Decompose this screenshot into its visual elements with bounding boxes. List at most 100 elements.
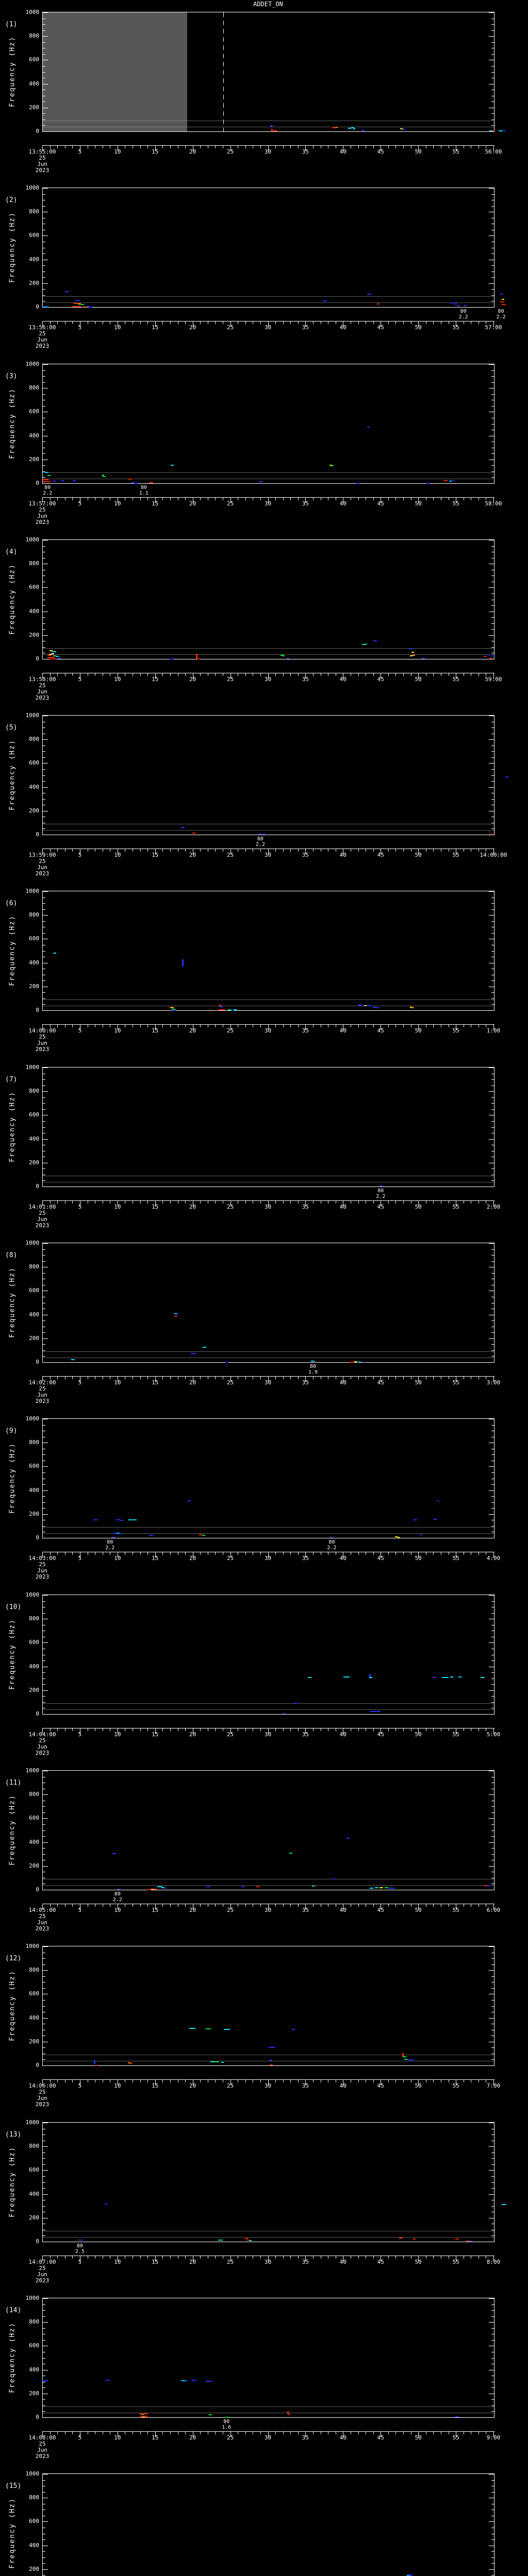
spectrogram-panel: (12) Frequency (Hz) 14:06:00 25 Jun 2023… bbox=[0, 1934, 528, 2110]
x-axis-tick bbox=[50, 673, 51, 676]
x-axis-tick bbox=[170, 1728, 171, 1731]
y-axis-tick bbox=[491, 1848, 494, 1849]
x-axis-tick bbox=[283, 1552, 284, 1555]
x-axis-tick bbox=[358, 849, 359, 852]
detection-point bbox=[189, 2028, 196, 2029]
detection-point bbox=[484, 1885, 487, 1886]
y-axis-tick bbox=[43, 587, 48, 588]
y-axis-tick bbox=[43, 1249, 45, 1250]
detection-point bbox=[287, 2411, 289, 2413]
y-axis-tick bbox=[43, 1139, 48, 1140]
panel-index-label: (13) bbox=[5, 2131, 22, 2139]
x-tick-label: 30 bbox=[264, 2259, 272, 2265]
y-axis-tick bbox=[43, 1946, 48, 1947]
detection-point bbox=[336, 127, 338, 128]
x-tick-label: 1:00 bbox=[486, 1027, 501, 1034]
x-axis-tick bbox=[395, 1904, 397, 1907]
x-axis-tick bbox=[358, 1552, 359, 1555]
detection-point bbox=[373, 1007, 376, 1008]
detection-point bbox=[154, 1889, 157, 1890]
x-tick-label: 35 bbox=[302, 2082, 309, 2089]
y-axis-tick bbox=[491, 2164, 494, 2165]
x-axis-tick bbox=[147, 2432, 148, 2434]
detection-point bbox=[369, 1677, 372, 1679]
x-axis-tick bbox=[140, 1728, 141, 1731]
y-axis-tick bbox=[43, 1812, 45, 1813]
x-tick-label: 15 bbox=[152, 500, 159, 507]
y-axis-tick bbox=[491, 575, 494, 577]
y-axis-tick bbox=[489, 2569, 494, 2570]
x-tick-label: 35 bbox=[302, 500, 309, 507]
x-tick-label: 40 bbox=[339, 2434, 346, 2441]
y-axis-tick bbox=[43, 1601, 45, 1602]
x-tick-label: 35 bbox=[302, 324, 309, 331]
x-axis-tick bbox=[290, 1552, 291, 1555]
detection-point bbox=[112, 1853, 117, 1854]
x-axis-tick bbox=[170, 2256, 171, 2259]
x-axis-tick bbox=[170, 1025, 171, 1027]
x-tick-label: 30 bbox=[264, 148, 272, 155]
spectrogram-panel: (4) Frequency (Hz) 13:58:00 25 Jun 2023 5… bbox=[0, 528, 528, 704]
y-axis-tick bbox=[489, 1970, 494, 1971]
y-axis-tick bbox=[43, 739, 48, 740]
y-axis-tick bbox=[491, 1425, 494, 1426]
x-axis-tick bbox=[215, 2080, 216, 2082]
x-axis-tick bbox=[50, 1904, 51, 1907]
y-axis-tick bbox=[489, 1466, 494, 1467]
x-axis-tick bbox=[245, 321, 246, 324]
detection-point bbox=[489, 130, 493, 131]
y-axis-tick bbox=[491, 745, 494, 746]
plot-box: 1. bbox=[42, 715, 508, 836]
x-axis-tick bbox=[313, 1552, 314, 1555]
x-tick-label: 5 bbox=[78, 2434, 82, 2441]
x-axis-tick bbox=[72, 1377, 73, 1379]
x-tick-label: 5 bbox=[78, 1379, 82, 1386]
plot-box bbox=[42, 1770, 494, 1890]
y-axis-tick bbox=[491, 1127, 494, 1128]
y-axis-tick bbox=[43, 903, 45, 904]
x-axis-tick bbox=[433, 146, 434, 148]
x-axis-tick bbox=[170, 321, 171, 324]
y-axis-tick bbox=[491, 828, 494, 829]
y-tick-label: 200 bbox=[29, 807, 39, 814]
y-axis-tick bbox=[43, 1425, 45, 1426]
x-axis-tick bbox=[373, 2256, 374, 2259]
x-axis-tick bbox=[418, 1201, 419, 1206]
y-axis-tick bbox=[491, 2358, 494, 2359]
y-axis-tick bbox=[43, 980, 45, 981]
y-axis-tick bbox=[491, 370, 494, 371]
x-axis-tick bbox=[493, 146, 494, 151]
y-axis-tick bbox=[43, 1273, 45, 1274]
x-axis-tick bbox=[162, 2080, 163, 2082]
x-tick-label: 50 bbox=[415, 500, 422, 507]
y-axis-tick bbox=[491, 2399, 494, 2400]
x-axis-tick bbox=[418, 1377, 419, 1382]
x-axis-tick bbox=[283, 2080, 284, 2082]
x-tick-label: 55 bbox=[452, 1379, 459, 1386]
x-axis-tick bbox=[215, 498, 216, 500]
detection-point bbox=[458, 1676, 462, 1678]
x-axis-tick bbox=[313, 146, 314, 148]
x-axis-tick bbox=[170, 673, 171, 676]
x-tick-label: 25 bbox=[226, 500, 234, 507]
x-axis-tick bbox=[358, 321, 359, 324]
y-tick-label: 1000 bbox=[25, 712, 40, 719]
y-axis-tick bbox=[489, 763, 494, 764]
y-axis-tick bbox=[43, 1660, 45, 1662]
y-axis-tick bbox=[43, 2521, 48, 2522]
plot-box bbox=[42, 1067, 494, 1187]
x-axis-tick bbox=[313, 849, 314, 852]
x-axis-tick bbox=[162, 1728, 163, 1731]
y-axis-tick bbox=[43, 2480, 45, 2481]
x-axis-tick bbox=[290, 1201, 291, 1204]
y-axis-tick bbox=[43, 453, 45, 454]
y-axis-label: Frequency (Hz) bbox=[8, 739, 16, 810]
reference-line bbox=[43, 999, 494, 1001]
x-tick-label: 5 bbox=[78, 500, 82, 507]
x-axis: 14:03:00 25 Jun 2023 5 10 15 20 25 30 35 40 45 50 5… bbox=[29, 1552, 500, 1583]
y-axis-tick bbox=[43, 915, 48, 916]
detection-point bbox=[157, 1886, 160, 1887]
detection-point bbox=[47, 474, 51, 476]
x-axis-tick bbox=[418, 2080, 419, 2085]
x-axis: 13:59:00 25 Jun 2023 5 10 15 20 25 30 35 40 45 50 5… bbox=[29, 849, 507, 880]
